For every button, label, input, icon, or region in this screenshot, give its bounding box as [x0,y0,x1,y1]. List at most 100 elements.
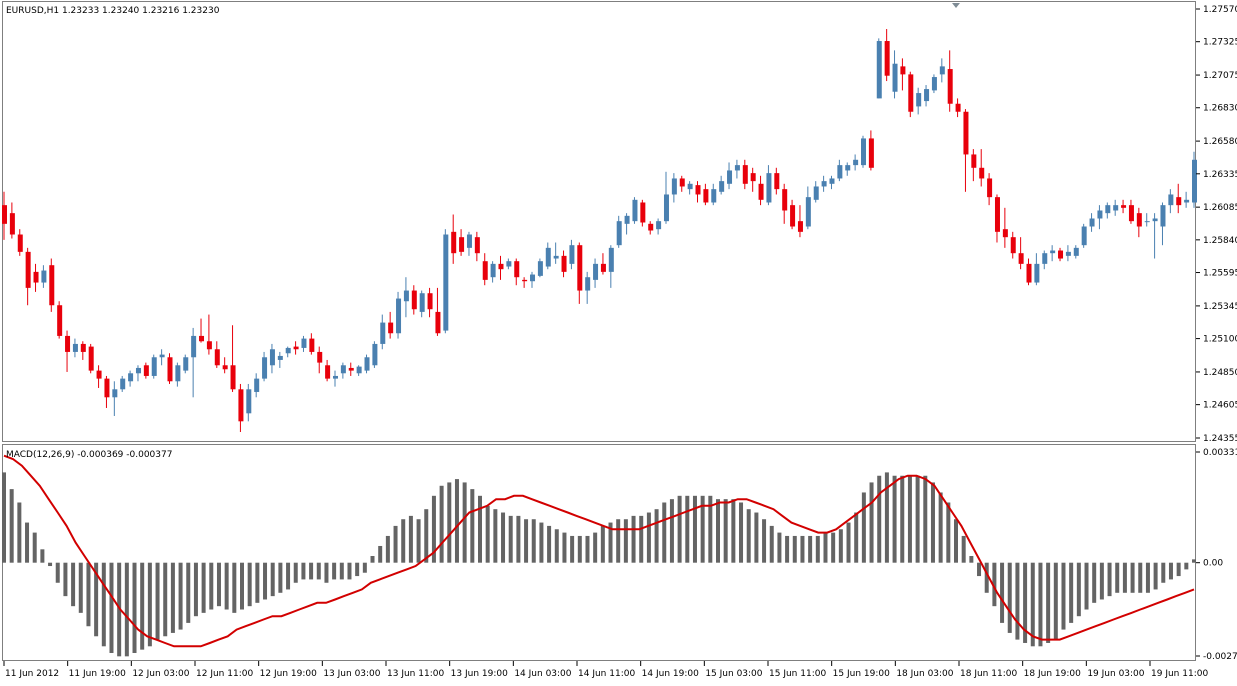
candle [199,318,205,343]
candle-body [608,247,614,272]
candle-body [569,245,575,264]
macd-bar [1076,562,1081,617]
macd-bar [838,529,843,563]
candle-body [711,189,717,203]
candle-body [332,375,338,379]
candle [435,287,441,336]
candle [987,173,993,206]
macd-bar [1053,562,1058,640]
macd-bar [454,479,459,563]
candle [191,327,197,398]
macd-bar [654,509,659,563]
macd-signal-line [3,454,1195,648]
candle [41,265,47,288]
candle [1034,253,1040,286]
candle-body [88,346,94,371]
candle-body [703,189,709,203]
candle [1058,247,1064,262]
candle-body [72,343,78,352]
candle [766,165,772,206]
candle [868,130,874,171]
candle-body [33,271,39,283]
macd-bar [1138,562,1143,593]
macd-bar [316,562,321,580]
time-tick-label: 14 Jun 19:00 [642,669,699,679]
candle-body [427,293,433,310]
macd-bar [478,495,482,563]
time-tick-label: 14 Jun 11:00 [578,669,635,679]
shift-marker-icon[interactable] [952,3,960,8]
macd-tick-label: -0.00279 [1203,652,1237,662]
candle-body [65,335,71,352]
macd-bar [593,532,598,563]
candle [813,181,819,203]
macd-bar [1061,562,1066,630]
macd-bar [1015,562,1020,640]
time-tick-label: 12 Jun 19:00 [260,669,317,679]
macd-bar [431,495,436,563]
candle [514,258,520,286]
candle [293,341,299,355]
macd-bar [692,495,697,563]
candle-body [277,355,283,360]
macd-bar [293,562,298,583]
macd-bar [884,472,889,563]
candle [782,183,788,224]
macd-bar [762,519,767,563]
macd-bar [785,535,790,563]
candle-body [1176,197,1182,206]
macd-bar [585,535,590,563]
candle-body [238,389,244,422]
candle [1152,213,1158,259]
candle [900,58,906,91]
macd-bar [309,562,314,580]
candle-body [1168,194,1174,206]
candle-body [443,234,449,331]
candle-body [466,234,472,248]
macd-bar [462,482,467,563]
candle-body [317,351,323,363]
candle [963,109,969,192]
candle-body [727,170,733,184]
price-tick-label: 1.25595 [1203,269,1237,279]
candle-body [734,165,740,171]
signal-line-path [3,454,1195,648]
candle-body [868,138,874,168]
candle-body [1097,210,1103,219]
price-tick-label: 1.24605 [1203,401,1237,411]
candle [2,191,7,240]
candle-body [1184,199,1190,203]
candle [403,277,409,318]
macd-bar [700,495,705,563]
macd-bar [1130,562,1135,593]
candle [545,242,551,270]
price-tick-label: 1.25100 [1203,335,1237,345]
candle [908,71,914,118]
macd-tick-label: 0.00 [1203,559,1223,569]
macd-bar [900,475,905,563]
macd-bar [40,549,45,563]
time-tick-label: 15 Jun 03:00 [705,669,762,679]
candle-body [301,338,307,348]
macd-bar [1184,562,1189,570]
candle [829,175,835,190]
candle [112,381,118,416]
candle [419,290,425,318]
macd-bar [170,562,175,633]
candle-body [577,245,583,291]
candle [57,301,63,339]
candle [971,149,977,182]
symbol-info: EURUSD,H1 1.23233 1.23240 1.23216 1.2323… [6,6,220,16]
macd-bar [1153,562,1158,590]
macd-bar [623,519,628,563]
price-tick-label: 1.26830 [1203,104,1237,114]
macd-bar [86,562,91,627]
macd-bar [147,562,152,647]
candle-body [474,237,480,254]
candle-body [419,293,425,312]
macd-bar [946,502,951,563]
candle-body [829,178,835,184]
candle-body [348,367,354,371]
candle-body [1144,221,1150,223]
